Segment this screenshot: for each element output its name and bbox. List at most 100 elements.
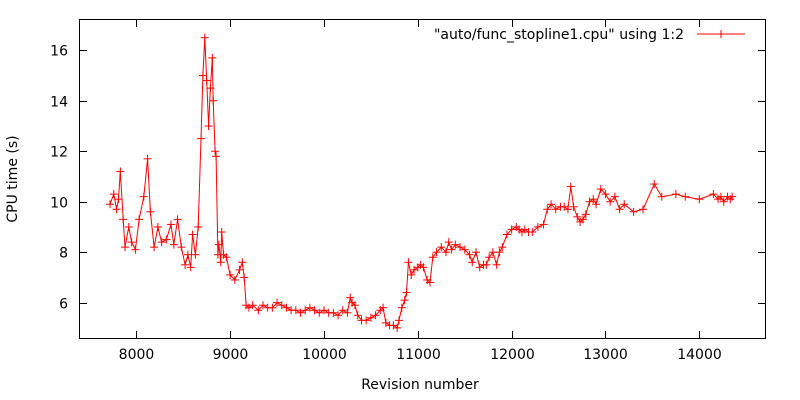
data-point bbox=[419, 263, 428, 272]
data-point bbox=[456, 243, 465, 252]
data-point bbox=[109, 190, 118, 199]
data-point bbox=[186, 263, 195, 272]
data-point bbox=[498, 243, 507, 252]
data-point bbox=[194, 222, 203, 231]
data-point bbox=[441, 248, 450, 257]
series-layer bbox=[106, 33, 737, 332]
data-point bbox=[211, 147, 220, 156]
data-point bbox=[563, 205, 572, 214]
data-point bbox=[235, 265, 244, 274]
data-point bbox=[169, 240, 178, 249]
x-tick-label: 14000 bbox=[677, 347, 722, 363]
data-point bbox=[379, 303, 388, 312]
y-tick-label: 8 bbox=[59, 246, 68, 262]
x-tick-label: 12000 bbox=[490, 347, 535, 363]
data-point bbox=[543, 205, 552, 214]
data-point bbox=[230, 275, 239, 284]
data-point bbox=[209, 96, 218, 105]
x-tick-label: 13000 bbox=[583, 347, 628, 363]
x-tick-label: 8000 bbox=[119, 347, 155, 363]
data-point bbox=[393, 323, 402, 332]
data-point bbox=[695, 195, 704, 204]
data-point bbox=[106, 200, 115, 209]
data-point bbox=[319, 306, 328, 315]
data-point bbox=[119, 215, 128, 224]
data-point bbox=[581, 210, 590, 219]
data-point bbox=[273, 298, 282, 307]
data-point bbox=[208, 53, 217, 62]
data-point bbox=[465, 250, 474, 259]
data-point bbox=[460, 245, 469, 254]
data-point bbox=[254, 306, 263, 315]
data-point bbox=[217, 228, 226, 236]
data-point bbox=[296, 308, 305, 317]
data-point bbox=[620, 200, 629, 209]
data-point bbox=[507, 225, 516, 234]
data-point bbox=[116, 167, 125, 176]
data-point bbox=[183, 250, 192, 259]
data-point bbox=[206, 84, 215, 93]
data-point bbox=[566, 182, 575, 191]
data-point bbox=[248, 301, 257, 310]
data-point bbox=[124, 222, 133, 231]
data-point bbox=[407, 270, 416, 279]
x-tick-label: 9000 bbox=[213, 347, 249, 363]
data-point bbox=[432, 248, 441, 257]
data-point bbox=[202, 76, 211, 85]
data-point bbox=[350, 301, 359, 310]
y-tick-label: 16 bbox=[50, 44, 68, 60]
data-point bbox=[371, 311, 380, 320]
data-point bbox=[214, 240, 223, 249]
data-point bbox=[362, 316, 371, 325]
data-point bbox=[400, 296, 409, 305]
data-point bbox=[502, 230, 511, 239]
data-point bbox=[451, 240, 460, 249]
data-point bbox=[485, 253, 494, 262]
data-point bbox=[162, 235, 171, 244]
data-point bbox=[191, 250, 200, 259]
data-point bbox=[329, 308, 338, 317]
data-point bbox=[547, 200, 556, 209]
data-point bbox=[471, 248, 480, 257]
data-point bbox=[216, 258, 225, 267]
data-point bbox=[482, 260, 491, 269]
legend-label: "auto/func_stopline1.cpu" using 1:2 bbox=[434, 27, 684, 43]
data-point bbox=[334, 311, 343, 320]
data-point bbox=[428, 253, 437, 262]
data-point bbox=[404, 258, 413, 267]
data-point bbox=[114, 195, 123, 204]
data-point bbox=[200, 33, 209, 42]
data-point bbox=[346, 293, 355, 302]
y-tick-label: 12 bbox=[50, 145, 68, 161]
data-point bbox=[437, 243, 446, 252]
y-tick-label: 10 bbox=[50, 196, 68, 212]
data-point bbox=[315, 308, 324, 317]
data-point bbox=[310, 306, 319, 315]
data-point bbox=[204, 122, 213, 130]
data-point bbox=[238, 258, 247, 267]
data-point bbox=[112, 205, 121, 214]
data-point bbox=[143, 154, 152, 163]
data-point bbox=[150, 243, 159, 252]
data-point bbox=[728, 192, 737, 201]
data-point bbox=[177, 243, 186, 252]
y-tick-label: 6 bbox=[59, 297, 68, 313]
data-point bbox=[353, 311, 362, 320]
data-point bbox=[135, 215, 144, 224]
data-point bbox=[573, 212, 582, 221]
data-point bbox=[592, 200, 601, 209]
data-point bbox=[615, 205, 624, 214]
x-tick-label: 11000 bbox=[396, 347, 441, 363]
data-point bbox=[402, 288, 411, 297]
data-point bbox=[528, 228, 537, 236]
data-point bbox=[639, 205, 648, 214]
data-point bbox=[657, 192, 666, 201]
data-point bbox=[629, 207, 638, 216]
data-point bbox=[258, 301, 267, 310]
x-axis-label: Revision number bbox=[361, 377, 479, 393]
data-point bbox=[495, 248, 504, 257]
data-point bbox=[447, 245, 456, 254]
data-point bbox=[468, 258, 477, 267]
data-point bbox=[366, 313, 375, 322]
